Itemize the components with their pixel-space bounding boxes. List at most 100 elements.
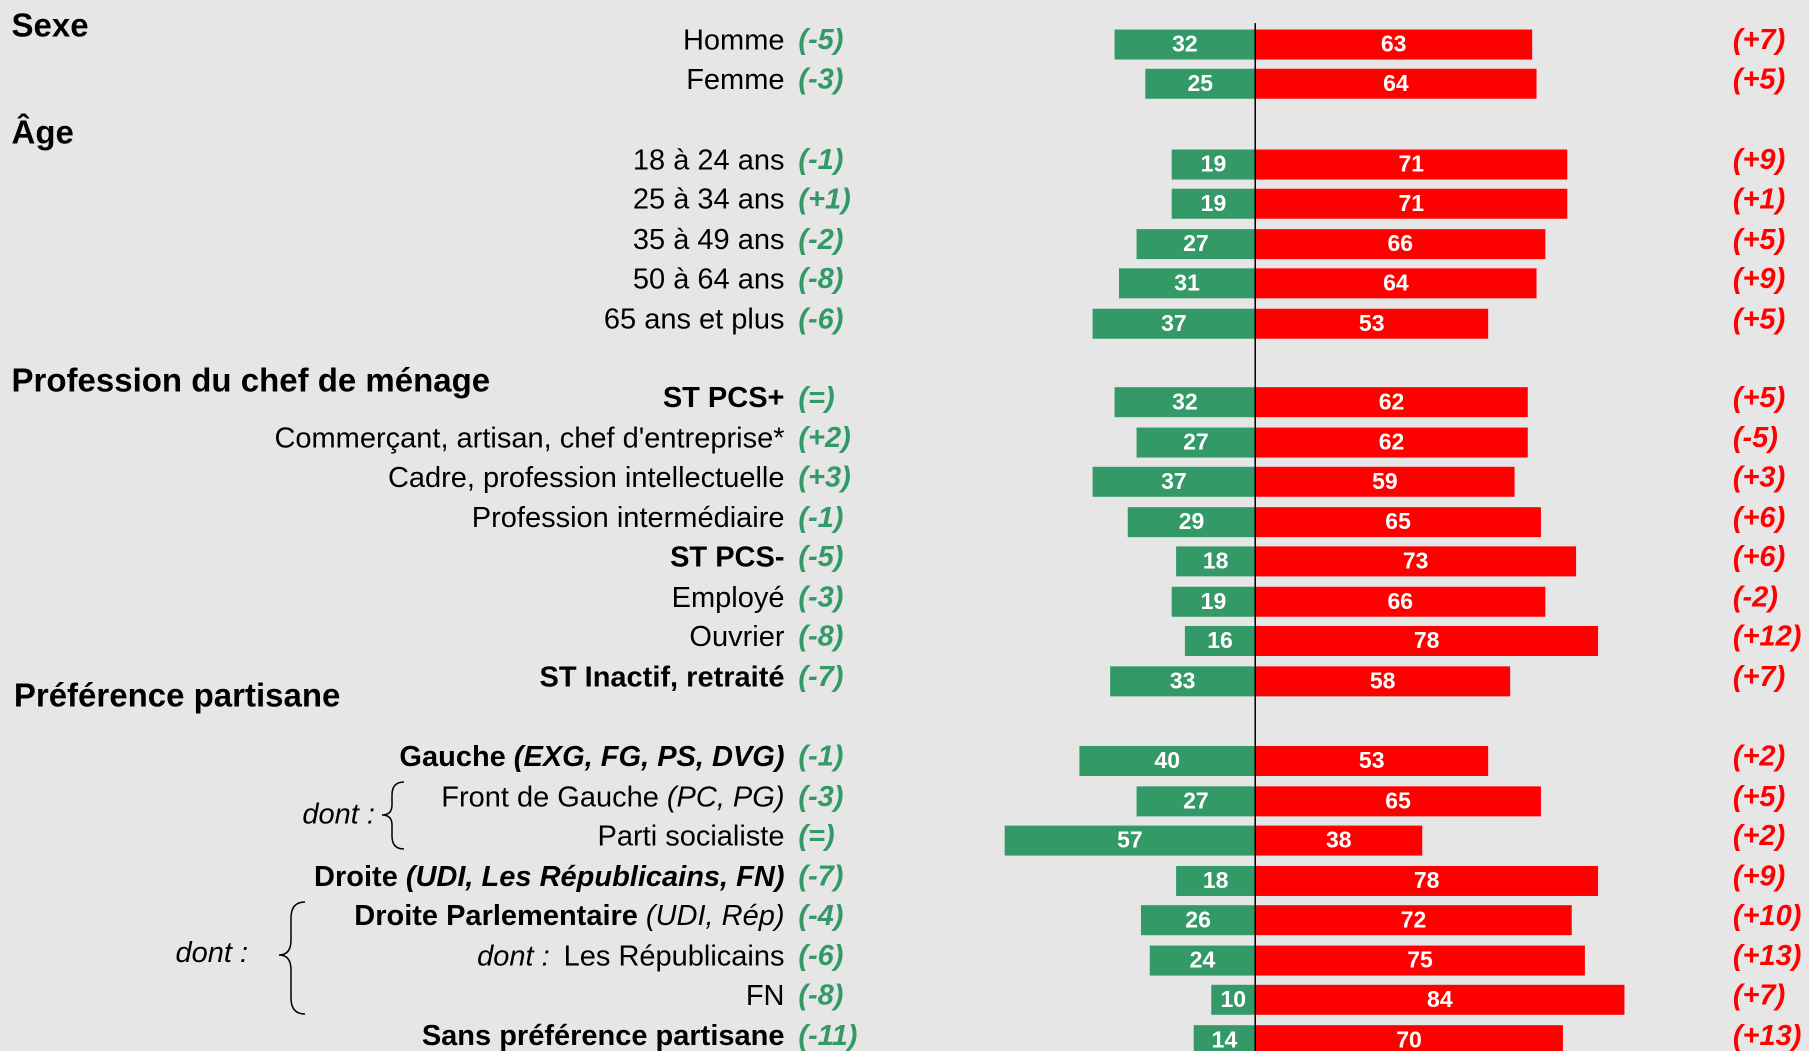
value-label: 37 [1161,468,1187,494]
change-label: (-11) [798,1020,857,1051]
brace [278,901,306,1015]
change-label: (+2) [798,422,850,454]
change-label: (-1) [798,144,843,176]
value-label: 31 [1174,269,1200,295]
value-label: 78 [1414,627,1440,653]
value-label: 71 [1398,190,1424,216]
change-label: (=) [798,820,834,852]
change-label: (-1) [798,741,843,773]
change-label: (+6) [1733,541,1785,573]
row-detail: (EXG, FG, PS, DVG) [514,741,785,773]
value-label: 26 [1185,906,1211,932]
change-label: (+13) [1733,1020,1802,1051]
row-label: FN [746,979,785,1011]
value-label: 27 [1183,787,1209,813]
change-label: (+5) [1733,224,1785,256]
row-label-text: Homme [683,24,785,56]
row-label-text: Gauche [399,741,505,773]
annotation: dont : [175,937,248,969]
bar [1255,68,1537,99]
bar [1176,865,1256,896]
row-label: ST Inactif, retraité [540,661,785,693]
bar [1092,466,1256,497]
bar [1255,546,1577,577]
section-heading: Profession du chef de ménage [12,362,491,399]
value-label: 10 [1220,986,1246,1012]
annotation: dont : [302,798,375,830]
bar [1255,229,1546,260]
row-label: Parti socialiste [598,820,785,852]
value-label: 40 [1155,747,1181,773]
value-label: 57 [1117,827,1143,853]
value-label: 24 [1190,947,1216,973]
change-label: (+5) [1733,63,1785,95]
row-label-text: Sans préférence partisane [422,1020,785,1051]
row-detail: (UDI, Rép) [646,900,785,932]
change-label: (+12) [1733,621,1802,653]
bar [1255,188,1568,219]
change-label: (-4) [798,900,843,932]
row-detail: (UDI, Les Républicains, FN) [406,861,785,893]
value-label: 64 [1383,269,1409,295]
value-label: 27 [1183,429,1209,455]
change-label: (-5) [1733,422,1778,454]
row-label-text: Cadre, profession intellectuelle [388,461,785,493]
change-label: (+7) [1733,979,1785,1011]
row-label-text: Ouvrier [689,621,784,653]
change-label: (+7) [1733,661,1785,693]
row-label-text: 18 à 24 ans [633,144,785,176]
bar [1127,507,1256,538]
row-label: Droite Parlementaire (UDI, Rép) [354,900,784,932]
row-label: 18 à 24 ans [633,144,785,176]
row-label: 35 à 49 ans [633,224,785,256]
row-label: 65 ans et plus [604,303,785,335]
change-label: (-5) [798,24,843,56]
bar [1149,945,1256,976]
value-label: 38 [1326,827,1352,853]
bar [1255,268,1537,299]
bar [1114,387,1256,418]
row-label: Ouvrier [689,621,784,653]
value-label: 33 [1170,667,1196,693]
brace [381,781,405,850]
value-label: 73 [1403,547,1429,573]
value-label: 32 [1172,388,1198,414]
change-label: (+6) [1733,502,1785,534]
value-label: 66 [1387,230,1413,256]
row-label-text: ST Inactif, retraité [540,661,785,693]
row-label: Femme [686,63,784,95]
change-label: (+1) [798,183,850,215]
value-label: 71 [1398,151,1424,177]
bar [1211,984,1256,1015]
row-label-text: Parti socialiste [598,820,785,852]
row-label-text: 50 à 64 ans [633,263,785,295]
value-label: 66 [1387,588,1413,614]
value-label: 58 [1370,667,1396,693]
bar [1114,29,1256,60]
bar [1184,625,1256,656]
value-label: 18 [1203,867,1229,893]
value-label: 19 [1201,588,1227,614]
bar [1110,666,1256,697]
value-label: 75 [1407,947,1433,973]
section-heading: Préférence partisane [14,677,341,714]
row-detail: (PC, PG) [667,781,785,813]
bar [1171,188,1256,219]
row-label: ST PCS+ [663,382,785,414]
change-label: (+2) [1733,820,1785,852]
value-label: 59 [1372,468,1398,494]
bar [1140,905,1256,936]
row-label-text: Front de Gauche [441,781,659,813]
section-heading: Âge [12,114,74,151]
value-label: 70 [1396,1026,1422,1051]
row-label: Cadre, profession intellectuelle [388,461,785,493]
value-label: 14 [1212,1026,1238,1051]
value-label: 53 [1359,310,1385,336]
value-label: 19 [1201,190,1227,216]
change-label: (=) [798,382,834,414]
change-label: (-6) [798,940,843,972]
change-label: (+13) [1733,940,1802,972]
change-label: (-5) [798,541,843,573]
bar [1171,149,1256,180]
